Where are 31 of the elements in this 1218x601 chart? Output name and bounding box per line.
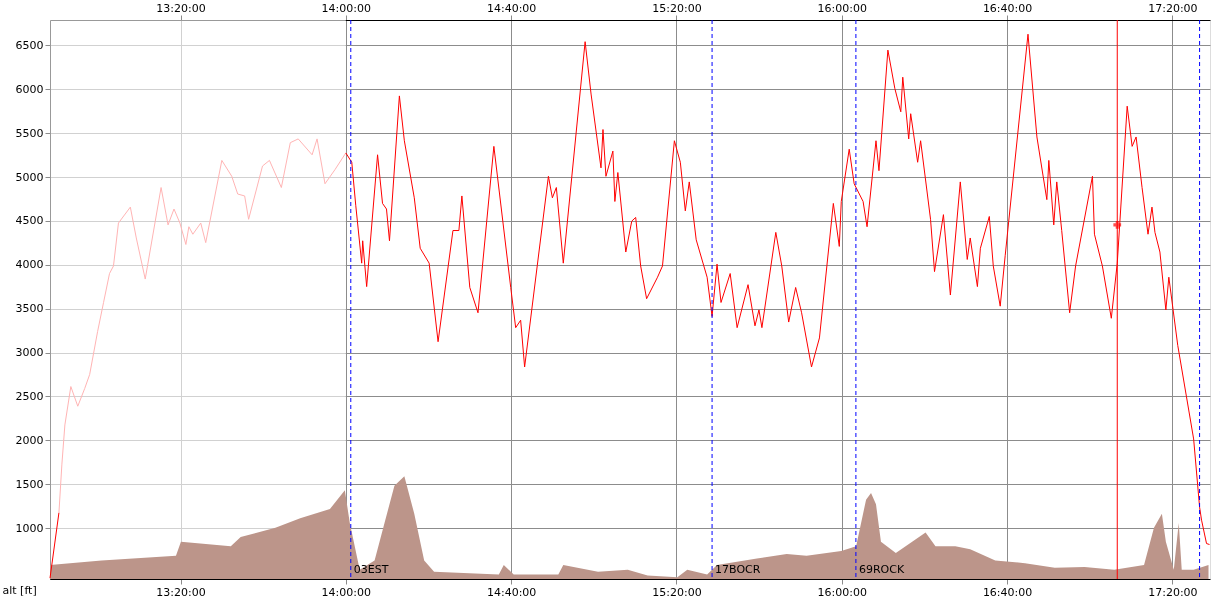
- y-tick-label: 1000: [15, 521, 44, 535]
- ref-line-label: 69ROCK: [858, 563, 905, 576]
- y-tick-label: 3500: [15, 302, 44, 316]
- y-tick-label: 1500: [15, 477, 44, 491]
- x-tick-label: 14:00:00: [321, 1, 372, 15]
- x-tick-label: 14:40:00: [486, 1, 537, 15]
- y-tick-label: 3000: [15, 346, 44, 360]
- y-tick-label: 2000: [15, 433, 44, 447]
- x2-tick-label: 14:00:00: [321, 585, 372, 599]
- x2-tick-label: 16:00:00: [817, 585, 867, 599]
- y-tick-label: 2500: [15, 389, 44, 403]
- line-series: [58, 138, 347, 514]
- ref-line-label: 03EST: [353, 563, 389, 576]
- x-tick-label: 17:20:00: [1148, 1, 1198, 15]
- x2-tick-label: 17:20:00: [1148, 585, 1198, 599]
- y-tick-label: 5000: [15, 170, 44, 184]
- x-tick-label: 15:20:00: [652, 1, 702, 15]
- x2-tick-label: 15:20:00: [652, 585, 702, 599]
- y-axis-title: alt [ft]: [2, 583, 37, 597]
- x-tick-label: 16:00:00: [817, 1, 867, 15]
- y-tick-label: 4000: [15, 258, 44, 272]
- x2-tick-label: 16:40:00: [982, 585, 1033, 599]
- x-tick-label: 13:20:00: [156, 1, 206, 15]
- ref-line-label: 17BOCR: [715, 563, 761, 576]
- y-tick-label: 6500: [15, 38, 44, 52]
- y-tick-label: 4500: [15, 214, 44, 228]
- x2-tick-label: 13:20:00: [156, 585, 206, 599]
- y-tick-label: 5500: [15, 126, 44, 140]
- y-tick-label: 6000: [15, 82, 44, 96]
- x2-tick-label: 14:40:00: [486, 585, 537, 599]
- x-tick-label: 16:40:00: [982, 1, 1033, 15]
